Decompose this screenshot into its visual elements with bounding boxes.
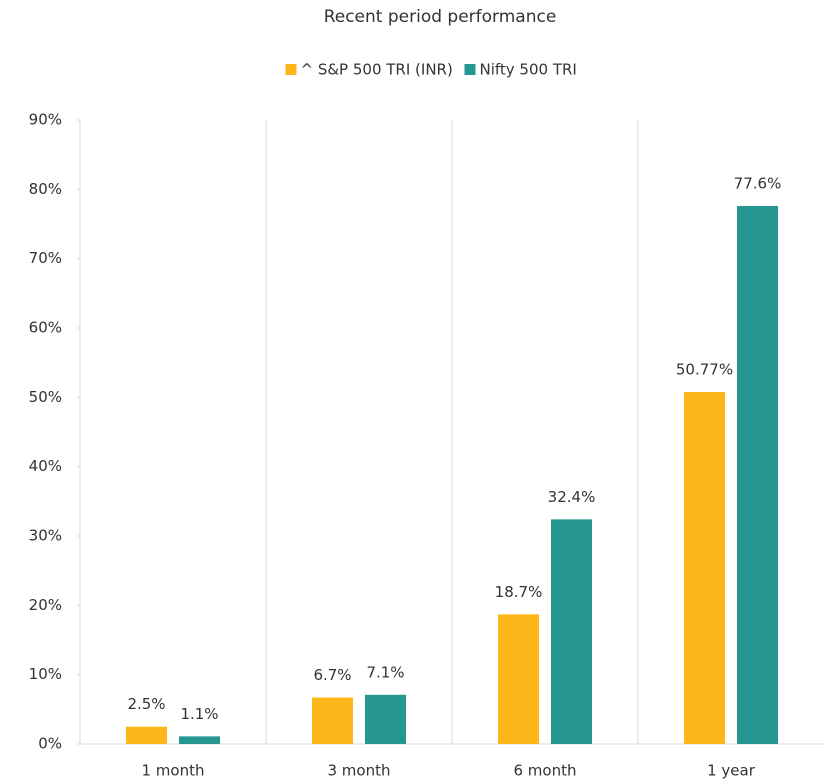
data-label: 50.77%: [676, 360, 733, 378]
bar: [684, 391, 725, 744]
x-tick-label: 6 month: [514, 762, 577, 780]
y-tick-label: 20%: [29, 596, 62, 614]
bar: [179, 736, 220, 744]
chart-title: Recent period performance: [324, 7, 557, 27]
data-label: 77.6%: [734, 174, 782, 192]
data-label: 1.1%: [180, 705, 218, 723]
data-label: 6.7%: [313, 666, 351, 684]
data-label: 7.1%: [366, 663, 404, 681]
legend-label: Nifty 500 TRI: [480, 61, 577, 79]
y-tick-label: 70%: [29, 249, 62, 267]
bar: [737, 205, 778, 744]
legend-swatch: [285, 64, 297, 75]
x-tick-label: 1 month: [142, 762, 205, 780]
bar: [126, 726, 167, 744]
bar: [365, 694, 406, 744]
bar: [312, 697, 353, 744]
x-tick-label: 3 month: [328, 762, 391, 780]
data-label: 2.5%: [127, 695, 165, 713]
data-label: 32.4%: [548, 488, 596, 506]
y-tick-label: 30%: [29, 527, 62, 545]
y-tick-label: 60%: [29, 319, 62, 337]
y-tick-label: 40%: [29, 457, 62, 475]
legend-label: ^ S&P 500 TRI (INR): [301, 61, 453, 79]
y-tick-label: 90%: [29, 111, 62, 129]
legend-swatch: [464, 64, 476, 75]
y-tick-label: 0%: [38, 735, 62, 753]
y-tick-label: 50%: [29, 388, 62, 406]
y-tick-label: 10%: [29, 665, 62, 683]
y-tick-label: 80%: [29, 180, 62, 198]
bar: [551, 519, 592, 744]
data-label: 18.7%: [495, 583, 543, 601]
bar: [498, 614, 539, 744]
x-tick-label: 1 year: [707, 762, 756, 780]
